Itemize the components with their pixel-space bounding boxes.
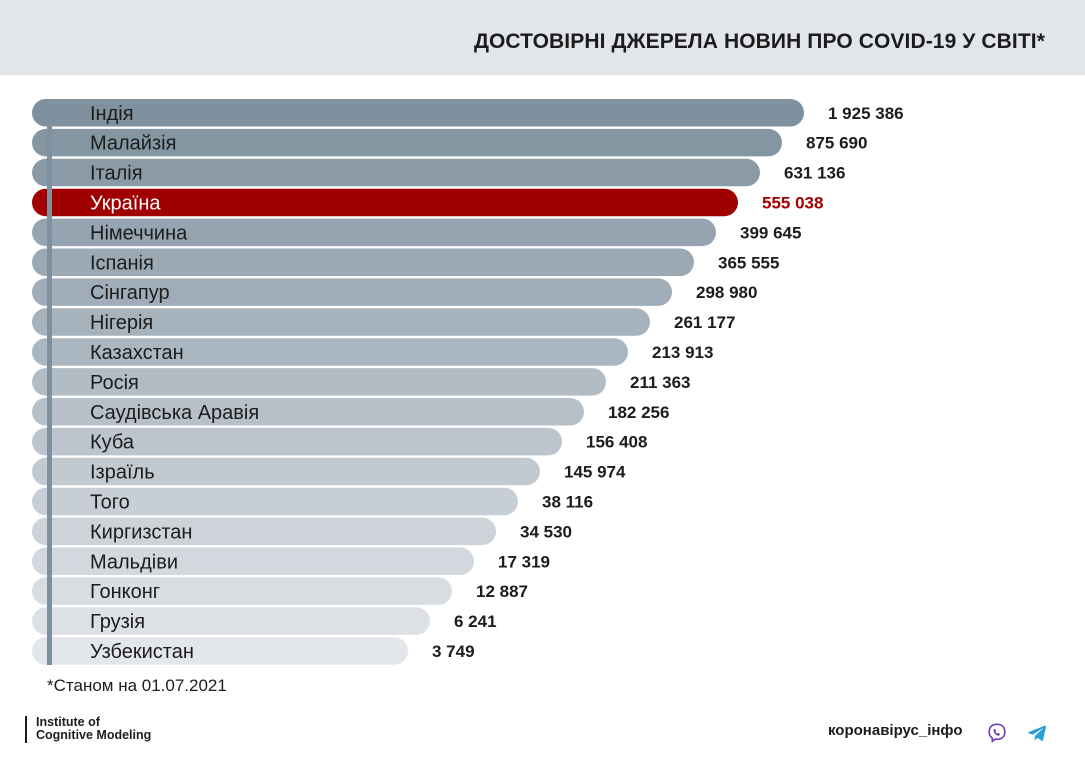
category-label: Мальдіви	[90, 551, 178, 573]
axis-line	[47, 99, 52, 665]
bar-4	[32, 218, 716, 247]
bar-14	[32, 517, 496, 546]
bar-1	[32, 128, 782, 157]
date-note: *Станом на 01.07.2021	[47, 676, 227, 695]
category-label: Нігерія	[90, 312, 153, 334]
bar-chart: Індія 1 925 386 Малайзія 875 690 Італія 631 1…	[32, 99, 904, 665]
value-label: 3 749	[432, 642, 475, 661]
bar-0	[32, 99, 804, 127]
bar-5	[32, 248, 694, 276]
bar-6	[32, 278, 672, 306]
value-label: 631 136	[784, 164, 845, 183]
bar-18	[32, 637, 408, 665]
category-label: Ізраїль	[90, 462, 155, 484]
category-label: Росія	[90, 372, 139, 394]
bar-17	[32, 607, 430, 635]
category-label: Іспанія	[90, 252, 154, 274]
value-label: 298 980	[696, 283, 757, 302]
category-label: Киргизстан	[90, 521, 192, 543]
bar-10	[32, 398, 584, 426]
logo-line-2: Cognitive Modeling	[36, 728, 152, 742]
value-label: 213 913	[652, 343, 713, 362]
value-label: 875 690	[806, 134, 867, 153]
bar-15	[32, 547, 474, 575]
bar-9	[32, 368, 606, 396]
category-label: Україна	[90, 192, 161, 214]
value-label: 1 925 386	[828, 104, 904, 123]
value-label: 365 555	[718, 253, 779, 272]
category-label: Того	[90, 491, 130, 513]
logo-line-1: Institute of	[36, 715, 100, 729]
category-label: Індія	[90, 103, 134, 125]
value-label: 145 974	[564, 463, 626, 482]
value-label: 12 887	[476, 582, 528, 601]
category-label: Німеччина	[90, 222, 188, 244]
value-label: 399 645	[740, 223, 801, 242]
category-label: Малайзія	[90, 133, 176, 155]
value-label: 6 241	[454, 612, 497, 631]
header-banner: ДОСТОВІРНІ ДЖЕРЕЛА НОВИН ПРО COVID-19 У …	[0, 0, 1085, 75]
category-label: Італія	[90, 163, 143, 185]
viber-icon[interactable]	[986, 722, 1008, 744]
category-label: Куба	[90, 432, 135, 454]
bar-12	[32, 457, 540, 486]
institute-logo: Institute of Cognitive Modeling	[25, 716, 151, 743]
value-label: 555 038	[762, 193, 823, 212]
category-label: Гонконг	[90, 581, 160, 603]
value-label: 34 530	[520, 522, 572, 541]
telegram-icon[interactable]	[1026, 722, 1048, 744]
bar-13	[32, 487, 518, 516]
bar-2	[32, 158, 760, 187]
bar-11	[32, 427, 562, 456]
category-label: Грузія	[90, 611, 145, 633]
brand-name: коронавірус_інфо	[828, 722, 963, 739]
value-label: 261 177	[674, 313, 735, 332]
value-label: 38 116	[542, 492, 593, 511]
chart-title: ДОСТОВІРНІ ДЖЕРЕЛА НОВИН ПРО COVID-19 У …	[473, 30, 1045, 53]
category-label: Казахстан	[90, 342, 184, 364]
value-label: 211 363	[630, 373, 691, 392]
bar-7	[32, 308, 650, 336]
bar-8	[32, 338, 628, 366]
value-label: 156 408	[586, 433, 647, 452]
value-label: 17 319	[498, 552, 550, 571]
category-label: Саудівська Аравія	[90, 402, 259, 424]
category-label: Узбекистан	[90, 641, 194, 663]
category-label: Сінгапур	[90, 282, 170, 304]
value-label: 182 256	[608, 403, 669, 422]
bar-3	[32, 188, 738, 217]
bar-16	[32, 577, 452, 605]
